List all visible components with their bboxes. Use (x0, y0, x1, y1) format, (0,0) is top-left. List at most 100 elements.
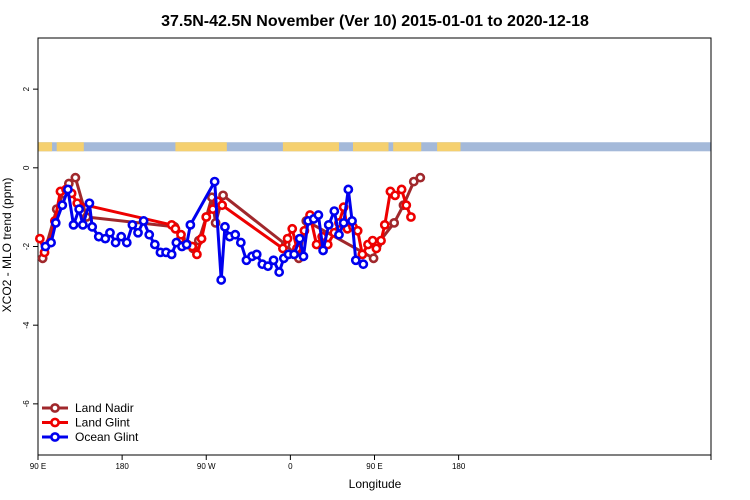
data-point-ocean-glint (318, 245, 328, 256)
y-axis: 2 0 -2 -4 -6 (22, 86, 38, 407)
data-point-ocean-glint (77, 219, 88, 230)
x-tick-label: 90 W (197, 462, 216, 471)
data-point-land-glint (282, 233, 293, 244)
land-band-segment (437, 142, 461, 152)
data-point-ocean-glint (289, 249, 300, 260)
data-point-ocean-glint (57, 200, 68, 211)
data-point-ocean-glint (50, 217, 61, 228)
land-band-segment (38, 142, 53, 152)
data-point-ocean-glint (166, 249, 177, 260)
data-point-land-glint (376, 235, 386, 246)
data-point-ocean-glint (144, 229, 155, 240)
data-point-land-nadir (368, 253, 379, 264)
x-tick-label: 0 (288, 462, 293, 471)
data-point-ocean-glint (105, 227, 115, 238)
data-point-ocean-glint (209, 176, 220, 187)
data-point-ocean-glint (329, 206, 340, 216)
data-point-land-glint (170, 223, 181, 234)
data-point-ocean-glint (74, 204, 85, 215)
data-point-ocean-glint (181, 239, 192, 250)
data-point-land-glint (406, 212, 416, 222)
legend-label: Land Nadir (75, 401, 134, 415)
data-point-land-glint (217, 200, 228, 211)
land-band-segment (353, 142, 389, 152)
data-point-land-glint (192, 249, 202, 260)
data-point-land-glint (390, 190, 400, 201)
data-point-ocean-glint (263, 261, 273, 272)
data-point-land-nadir (70, 172, 81, 183)
data-point-ocean-glint (63, 184, 73, 195)
legend-label: Ocean Glint (75, 430, 139, 444)
data-point-ocean-glint (133, 227, 143, 238)
data-point-land-glint (367, 235, 378, 246)
series-ocean-glint (40, 176, 369, 285)
data-point-ocean-glint (343, 184, 354, 195)
data-point-land-nadir (218, 190, 228, 201)
data-point-ocean-glint (358, 259, 369, 270)
data-point-ocean-glint (350, 255, 361, 266)
land-band-segment (282, 142, 339, 152)
x-tick-label: 180 (452, 462, 466, 471)
data-point-ocean-glint (87, 221, 98, 232)
data-point-land-glint (401, 200, 412, 211)
legend-label: Land Glint (75, 416, 130, 430)
x-axis: 90 E 180 90 W 0 90 E 180 (30, 455, 712, 471)
data-point-land-glint (176, 229, 186, 240)
data-point-ocean-glint (294, 233, 305, 244)
data-point-ocean-glint (313, 210, 324, 220)
data-point-ocean-glint (235, 237, 246, 248)
data-point-ocean-glint (84, 198, 95, 209)
data-point-ocean-glint (251, 249, 262, 260)
data-point-ocean-glint (298, 251, 309, 262)
legend-swatch-marker (50, 432, 60, 442)
data-point-land-glint (396, 184, 407, 195)
data-point-ocean-glint (116, 231, 127, 242)
data-point-ocean-glint (46, 237, 56, 248)
data-point-land-nadir (408, 176, 419, 187)
data-point-land-glint (196, 233, 207, 244)
data-point-land-glint (277, 243, 288, 254)
legend-swatch-marker (50, 403, 60, 413)
data-point-land-glint (287, 223, 298, 234)
data-point-ocean-glint (220, 221, 230, 232)
land-band-segment (175, 142, 227, 152)
data-point-ocean-glint (185, 219, 196, 230)
data-point-ocean-glint (121, 237, 132, 248)
data-point-ocean-glint (323, 219, 334, 230)
y-tick-label: 0 (22, 165, 31, 170)
chart-title: 37.5N-42.5N November (Ver 10) 2015-01-01… (161, 13, 589, 30)
x-tick-label: 90 E (30, 462, 46, 471)
land-band-segment (56, 142, 84, 152)
y-tick-label: 2 (22, 86, 31, 91)
data-point-ocean-glint (110, 237, 121, 248)
data-point-land-glint (357, 249, 368, 260)
data-point-ocean-glint (68, 219, 79, 230)
legend-item-ocean-glint: Ocean Glint (42, 430, 139, 444)
data-point-ocean-glint (100, 233, 111, 244)
legend-item-land-nadir: Land Nadir (42, 401, 134, 415)
y-tick-label: -6 (22, 400, 31, 408)
data-point-land-nadir (389, 217, 400, 228)
data-point-ocean-glint (127, 219, 138, 230)
y-tick-label: -4 (22, 321, 31, 329)
data-point-land-nadir (415, 172, 426, 183)
data-point-land-glint (311, 239, 322, 250)
legend-swatch-marker (50, 417, 60, 428)
data-point-ocean-glint (138, 216, 149, 226)
legend-item-land-glint: Land Glint (42, 416, 130, 430)
data-point-ocean-glint (268, 255, 279, 266)
land-ocean-band (38, 142, 711, 152)
data-point-ocean-glint (347, 216, 357, 226)
y-tick-label: -2 (22, 242, 31, 250)
data-point-ocean-glint (230, 229, 241, 240)
series-layer (34, 172, 426, 285)
data-point-land-glint (352, 225, 363, 236)
y-axis-label: XCO2 - MLO trend (ppm) (0, 178, 14, 313)
data-point-land-glint (34, 233, 45, 244)
data-point-ocean-glint (334, 229, 344, 240)
land-band-segment (393, 142, 422, 152)
data-point-ocean-glint (216, 275, 227, 285)
x-tick-label: 180 (115, 462, 129, 471)
